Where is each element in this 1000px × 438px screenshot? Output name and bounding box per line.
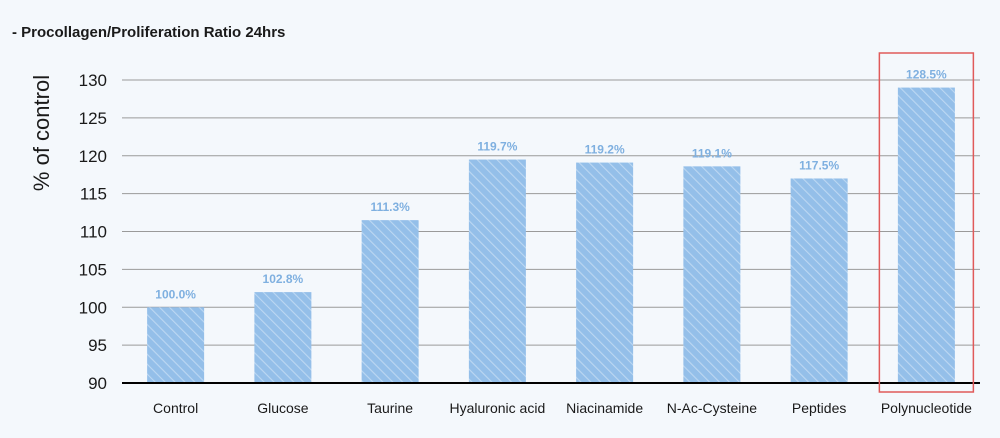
y-tick-label: 130 <box>79 71 107 90</box>
y-tick-labels: 90 95 100 105 110 115 120 125 130 <box>79 71 107 393</box>
data-label: 111.3% <box>370 200 410 214</box>
y-tick-label: 100 <box>79 298 107 317</box>
y-tick-label: 90 <box>88 374 107 393</box>
bar <box>147 307 205 383</box>
y-tick-label: 115 <box>80 185 107 204</box>
category-label: Hyaluronic acid <box>450 400 546 416</box>
data-label: 102.8% <box>263 272 304 286</box>
category-labels: Control Glucose Taurine Hyaluronic acid Niac… <box>153 400 972 416</box>
bar <box>468 159 526 383</box>
y-tick-label: 105 <box>79 260 107 279</box>
bar <box>254 292 312 383</box>
category-label: Niacinamide <box>566 400 643 416</box>
data-label: 100.0% <box>155 287 196 301</box>
y-axis-label: % of control <box>29 75 54 191</box>
category-label: Peptides <box>792 400 846 416</box>
chart-title: - Procollagen/Proliferation Ratio 24hrs <box>12 24 285 41</box>
data-labels: 100.0% 102.8% 111.3% 119.7% 119.2% 119.1% 117.… <box>155 68 947 302</box>
data-label: 119.7% <box>477 140 517 154</box>
y-tick-label: 120 <box>79 147 107 166</box>
bar <box>897 87 955 383</box>
data-label: 117.5% <box>799 158 839 172</box>
data-label: 119.2% <box>585 143 625 157</box>
data-label: 119.1% <box>692 146 732 160</box>
bar <box>683 166 741 383</box>
y-tick-label: 125 <box>79 109 107 128</box>
category-label: Polynucleotide <box>881 400 972 416</box>
category-label: Taurine <box>367 400 413 416</box>
category-label: N-Ac-Cysteine <box>667 400 757 416</box>
bars <box>147 87 955 383</box>
gridlines <box>122 79 980 346</box>
category-label: Control <box>153 400 198 416</box>
bar <box>576 162 634 383</box>
y-tick-label: 95 <box>88 336 107 355</box>
data-label: 128.5% <box>906 68 947 82</box>
highlight-box <box>878 52 975 393</box>
y-tick-label: 110 <box>80 223 107 242</box>
category-label: Glucose <box>257 400 309 416</box>
bar <box>361 220 419 383</box>
bar <box>790 178 848 383</box>
